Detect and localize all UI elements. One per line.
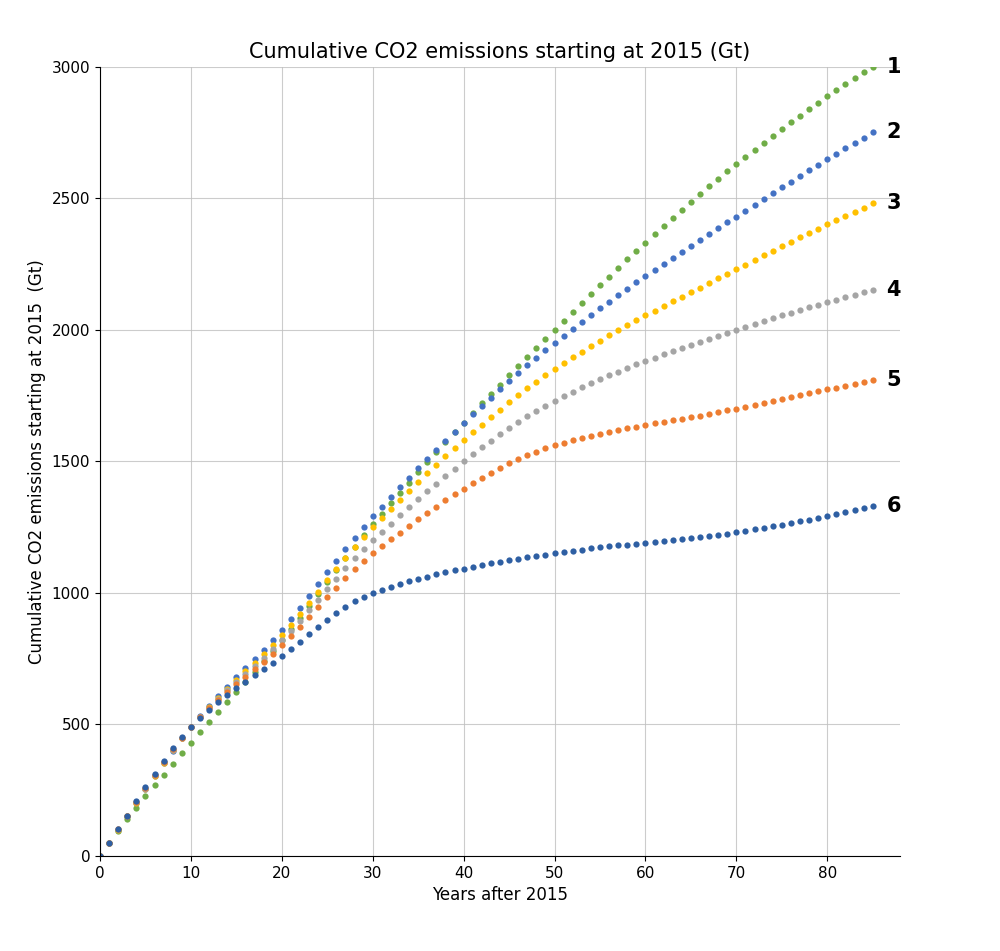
Title: Cumulative CO2 emissions starting at 2015 (Gt): Cumulative CO2 emissions starting at 201… [249,42,751,62]
X-axis label: Years after 2015: Years after 2015 [432,886,568,904]
Text: 2: 2 [886,123,901,143]
Text: 3: 3 [886,193,901,213]
Text: 6: 6 [886,496,901,516]
Text: 1: 1 [886,56,901,77]
Text: 5: 5 [886,370,901,390]
Text: 4: 4 [886,281,901,301]
Y-axis label: Cumulative CO2 emissions starting at 2015  (Gt): Cumulative CO2 emissions starting at 201… [28,259,46,664]
